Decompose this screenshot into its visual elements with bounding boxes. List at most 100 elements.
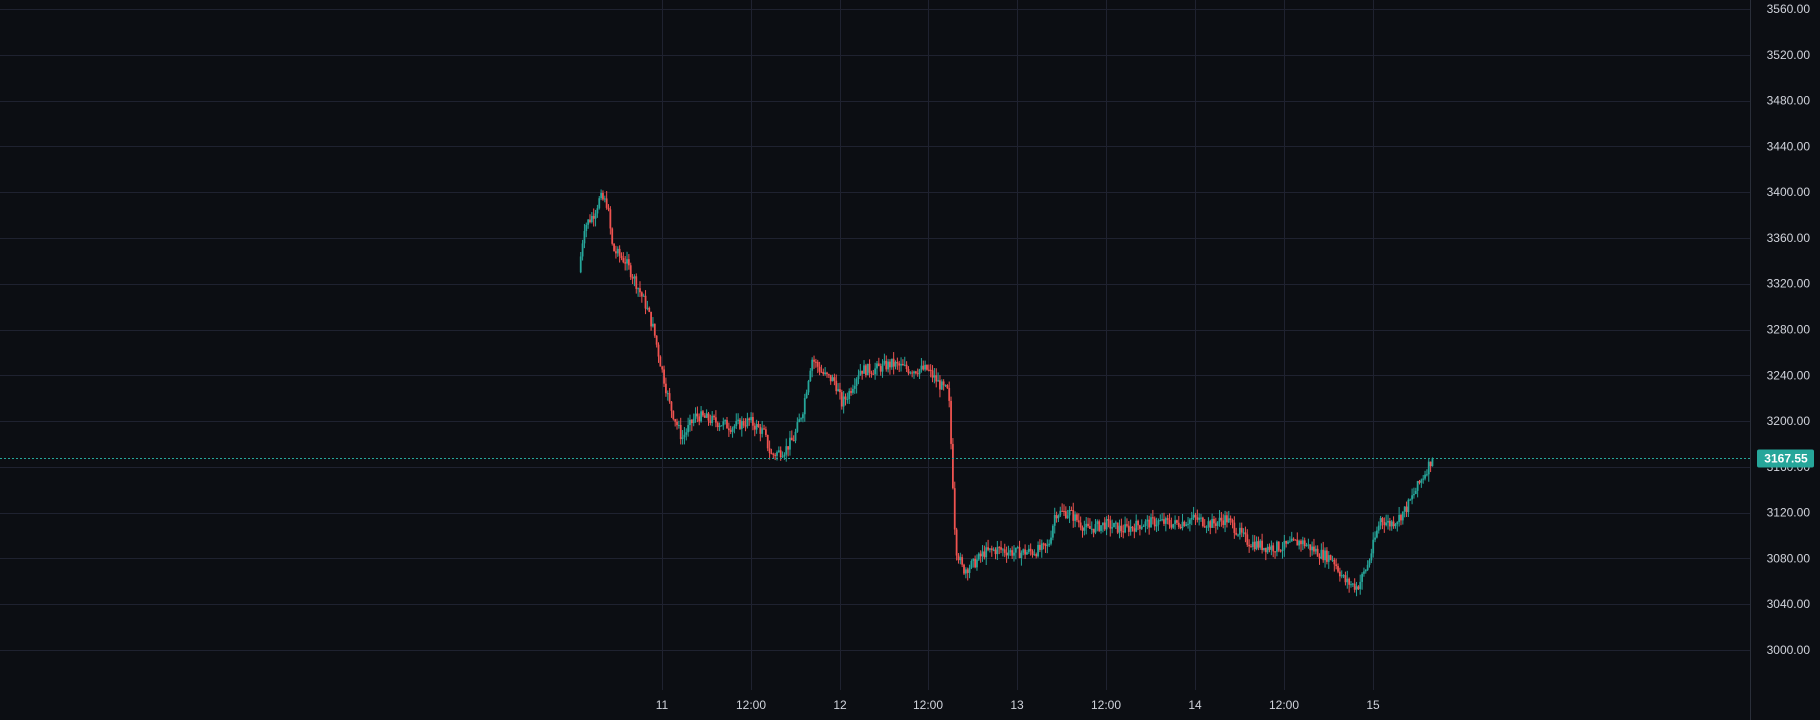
candle-body: [1294, 539, 1297, 541]
candle-body: [1226, 515, 1228, 523]
candle-body: [779, 450, 782, 458]
candle-body: [592, 215, 595, 219]
candle-body: [674, 419, 677, 422]
candle-body: [1072, 510, 1075, 521]
candle-body: [1379, 518, 1382, 526]
candle-body: [746, 418, 749, 427]
candle-body: [1394, 524, 1397, 527]
candle-body: [590, 215, 593, 223]
time-tick-label: 12: [833, 698, 847, 712]
candle-body: [1248, 544, 1251, 547]
candle-body: [1413, 494, 1415, 496]
candle-body: [648, 307, 651, 312]
candle-body: [1013, 552, 1015, 556]
candle-body: [1051, 525, 1054, 538]
time-tick-label: 11: [656, 698, 669, 712]
candle-body: [1366, 564, 1369, 571]
candle-body: [757, 424, 760, 428]
candle-body: [1174, 520, 1176, 524]
candle-body: [859, 370, 862, 376]
candle-body: [1014, 547, 1017, 553]
price-axis[interactable]: 3000.003040.003080.003120.003160.003200.…: [1767, 2, 1811, 657]
candle-body: [1129, 526, 1132, 532]
candle-body: [629, 265, 632, 278]
candle-body: [679, 425, 682, 440]
candle-body: [916, 373, 919, 375]
candle-body: [1153, 518, 1156, 527]
candle-body: [640, 292, 643, 297]
candle-body: [724, 420, 727, 422]
candle-body: [820, 371, 823, 373]
candle-body: [1233, 522, 1236, 533]
candle-body: [1090, 528, 1093, 530]
candle-body: [1414, 490, 1417, 495]
candle-body: [1200, 517, 1202, 519]
price-tick-label: 3480.00: [1767, 94, 1811, 108]
candle-body: [868, 363, 871, 373]
candle-body: [1196, 517, 1199, 520]
grid-lines: [0, 0, 1751, 720]
candle-body: [890, 358, 893, 368]
candle-body: [798, 419, 801, 423]
candle-body: [761, 428, 764, 434]
candle-body: [1324, 550, 1326, 561]
candle-body: [966, 569, 969, 573]
candle-body: [802, 414, 804, 419]
candle-body: [1127, 525, 1130, 532]
candle-body: [705, 413, 708, 418]
candle-body: [596, 208, 599, 214]
candle-body: [659, 356, 662, 367]
candle-body: [1187, 523, 1189, 525]
time-tick-label: 12:00: [913, 698, 943, 712]
candle-body: [1374, 537, 1376, 540]
candle-body: [703, 415, 706, 418]
candle-body: [927, 369, 930, 371]
candle-body: [883, 360, 886, 364]
candle-body: [1077, 520, 1080, 523]
candle-body: [1122, 531, 1125, 533]
candle-body: [631, 277, 634, 279]
candle-body: [1003, 549, 1006, 553]
candle-body: [857, 375, 860, 380]
candle-body: [1311, 546, 1314, 551]
candle-body: [1085, 523, 1088, 528]
candle-body: [933, 375, 936, 378]
candle-body: [1066, 515, 1069, 519]
candle-body: [887, 361, 889, 370]
candle-body: [1251, 541, 1254, 547]
candle-body: [783, 454, 786, 457]
candle-body: [635, 276, 638, 289]
time-tick-label: 13: [1010, 698, 1024, 712]
candle-body: [957, 555, 960, 561]
candle-body: [633, 276, 636, 279]
candle-body: [1316, 548, 1319, 557]
time-axis[interactable]: 11 12:00 12 12:00 13 12:00 14 12:00 15: [656, 698, 1380, 712]
candle-body: [1081, 527, 1084, 531]
candle-body: [922, 365, 925, 370]
candle-body: [870, 372, 873, 374]
candle-body: [844, 396, 847, 400]
price-tick-label: 3520.00: [1767, 48, 1811, 62]
candle-body: [1055, 514, 1058, 519]
candle-body: [864, 365, 867, 376]
candle-body: [1007, 552, 1010, 556]
candle-body: [1268, 546, 1271, 550]
candle-body: [1000, 547, 1002, 550]
candle-body: [831, 377, 834, 382]
candle-body: [1114, 522, 1117, 524]
candle-body: [1359, 581, 1362, 590]
candle-body: [1351, 583, 1354, 585]
candle-body: [1083, 527, 1086, 531]
candle-body: [663, 369, 665, 384]
candle-body: [794, 431, 797, 441]
candle-body: [1326, 550, 1328, 562]
candle-body: [1111, 527, 1114, 529]
candle-body: [1198, 517, 1201, 520]
candle-body: [905, 364, 908, 369]
candle-body: [948, 388, 951, 401]
candle-body: [1392, 521, 1395, 527]
candle-body: [963, 564, 965, 574]
candle-body: [1029, 548, 1032, 552]
candle-body: [974, 558, 977, 568]
